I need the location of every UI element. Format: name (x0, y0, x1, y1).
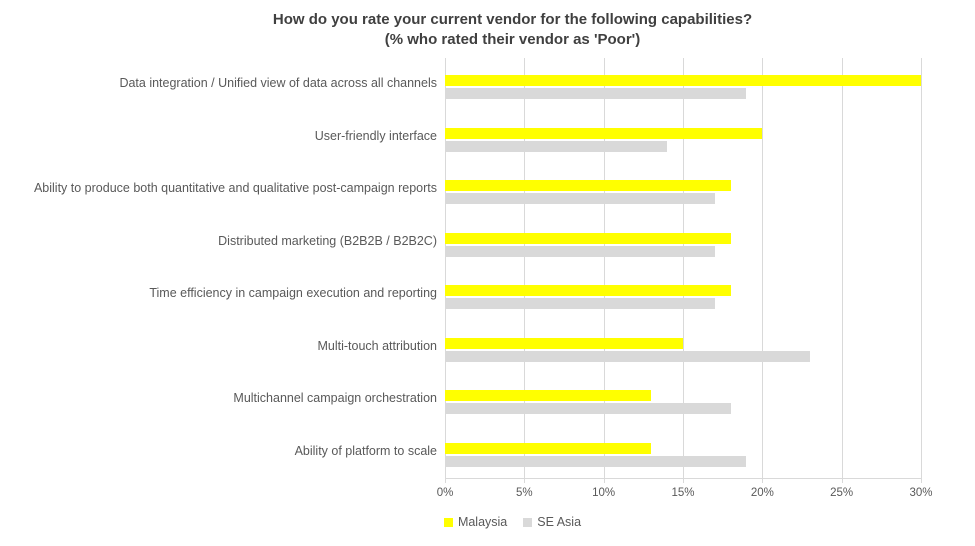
category-label: User-friendly interface (314, 128, 437, 143)
category-row: Multichannel campaign orchestration (0, 373, 975, 426)
bar-se-asia (445, 140, 668, 152)
bar-se-asia (445, 298, 715, 309)
bar-malaysia (445, 285, 731, 296)
x-tick-label-30: 30% (909, 487, 933, 499)
axis-tick-30 (921, 478, 922, 483)
bar-malaysia (445, 390, 652, 401)
legend-label-se-asia: SE Asia (537, 515, 582, 529)
axis-tick-5 (524, 478, 526, 483)
gridline-25 (841, 58, 843, 478)
bar-malaysia (445, 75, 921, 86)
bar-group (445, 111, 921, 164)
bar-se-asia (445, 403, 731, 414)
category-row: User-friendly interface (0, 111, 975, 164)
axis-tick-0 (445, 478, 446, 483)
chart-subtitle: (% who rated their vendor as 'Poor') (384, 31, 641, 48)
legend-swatch-malaysia (443, 517, 453, 527)
plot-area (445, 58, 922, 483)
bar-se-asia (445, 193, 715, 204)
axis-tick-20 (762, 478, 764, 483)
x-tick-label-15: 15% (671, 487, 695, 499)
bar-group (445, 216, 921, 269)
legend-label-malaysia: Malaysia (457, 515, 508, 529)
bar-group (445, 268, 921, 321)
legend-swatch-se-asia (523, 517, 533, 527)
bar-group (445, 321, 921, 374)
gridline-10 (603, 58, 605, 478)
bar-malaysia (445, 442, 652, 454)
category-row: Ability to produce both quantitative and… (0, 163, 975, 216)
category-label: Time efficiency in campaign execution an… (149, 286, 437, 301)
gridline-20 (762, 58, 764, 478)
bar-se-asia (445, 455, 747, 467)
bar-se-asia (445, 245, 715, 257)
x-tick-label-10: 10% (592, 487, 616, 499)
x-tick-label-5: 5% (516, 487, 533, 499)
bar-malaysia (445, 232, 731, 244)
category-label: Ability of platform to scale (294, 443, 437, 458)
bar-group (445, 163, 921, 216)
gridline-30 (921, 58, 922, 478)
legend-item-malaysia: Malaysia (443, 515, 508, 529)
bar-malaysia (445, 180, 731, 191)
category-label: Data integration / Unified view of data … (119, 76, 437, 91)
bar-group (445, 58, 921, 111)
category-row: Distributed marketing (B2B2B / B2B2C) (0, 216, 975, 269)
x-axis-labels: 0% 5% 10% 15% 20% 25% 30% (437, 487, 933, 501)
category-label: Distributed marketing (B2B2B / B2B2C) (218, 233, 437, 248)
axis-tick-25 (841, 478, 843, 483)
axis-tick-15 (683, 478, 684, 483)
bar-se-asia (445, 88, 747, 99)
category-label: Multi-touch attribution (317, 338, 437, 353)
category-row: Time efficiency in campaign execution an… (0, 268, 975, 321)
bar-se-asia (445, 350, 810, 362)
bar-malaysia (445, 127, 763, 139)
category-row: Multi-touch attribution (0, 321, 975, 374)
category-label: Multichannel campaign orchestration (233, 391, 437, 406)
category-rows: Data integration / Unified view of data … (0, 58, 975, 478)
gridline-15 (683, 58, 684, 478)
x-tick-label-0: 0% (436, 487, 454, 499)
bar-group (445, 426, 921, 479)
axis-tick-10 (603, 478, 605, 483)
x-tick-label-25: 25% (830, 487, 854, 499)
bar-malaysia (445, 337, 683, 349)
category-label: Ability to produce both quantitative and… (33, 181, 437, 196)
x-tick-label-20: 20% (750, 487, 774, 499)
chart-title: How do you rate your current vendor for … (272, 11, 753, 28)
bar-group (445, 373, 921, 426)
category-row: Data integration / Unified view of data … (0, 58, 975, 111)
gridline-5 (524, 58, 526, 478)
legend-item-se-asia: SE Asia (523, 515, 581, 529)
legend: Malaysia SE Asia (50, 515, 975, 529)
category-row: Ability of platform to scale (0, 426, 975, 479)
chart-title-block: How do you rate your current vendor for … (50, 10, 975, 50)
gridline-0 (445, 58, 446, 478)
